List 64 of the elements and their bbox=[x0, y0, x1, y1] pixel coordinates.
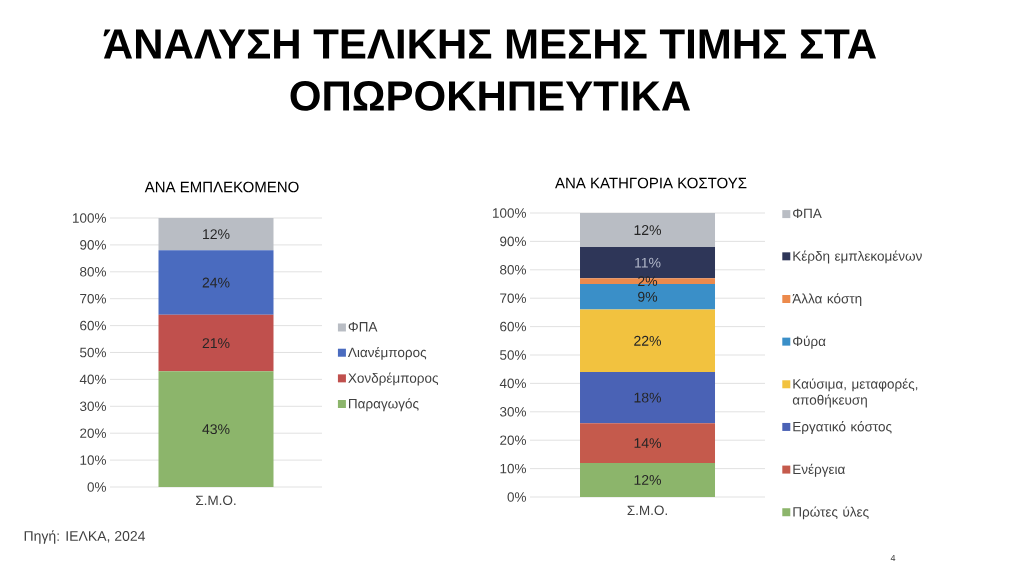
legend-label: Καύσιμα, μεταφορές, αποθήκευση bbox=[792, 378, 918, 408]
y-tick-label: 80% bbox=[500, 265, 526, 275]
legend-label: Ενέργεια bbox=[793, 463, 845, 477]
bar bbox=[580, 309, 716, 373]
y-tick-label: 60% bbox=[500, 321, 526, 332]
data-label: 14% bbox=[634, 438, 662, 448]
legend-label: ΦΠΑ bbox=[348, 322, 378, 332]
data-label: 22% bbox=[634, 335, 662, 346]
y-tick-label: 0% bbox=[87, 482, 106, 492]
y-tick-label: 30% bbox=[79, 401, 106, 412]
legend-label: Λιανέμπορος bbox=[347, 346, 427, 360]
bar bbox=[580, 372, 716, 424]
x-tick-label: Σ.Μ.Ο. bbox=[627, 505, 667, 516]
bar bbox=[158, 371, 274, 487]
legend-label: Άλλα κόστη bbox=[792, 293, 862, 307]
bar bbox=[158, 314, 274, 372]
data-label: 9% bbox=[638, 291, 658, 302]
y-tick-label: 20% bbox=[500, 435, 526, 445]
data-label: 21% bbox=[202, 338, 230, 349]
data-label: 12% bbox=[203, 229, 230, 240]
data-label: 18% bbox=[634, 392, 662, 403]
data-label: 12% bbox=[634, 475, 662, 485]
bar bbox=[158, 218, 274, 251]
data-label: 2% bbox=[638, 276, 658, 287]
y-tick-label: 90% bbox=[80, 240, 106, 250]
bar bbox=[580, 278, 716, 284]
y-tick-label: 50% bbox=[500, 350, 526, 360]
y-tick-label: 30% bbox=[499, 407, 526, 417]
bar bbox=[580, 284, 716, 310]
chart-subtitle: ΑΝΑ ΕΜΠΛΕΚΟΜΕΝΟ bbox=[144, 181, 299, 193]
y-tick-label: 40% bbox=[79, 374, 106, 385]
data-label: 43% bbox=[202, 424, 230, 435]
y-tick-label: 100% bbox=[492, 208, 526, 218]
legend-label: Εργατικό κόστος bbox=[793, 421, 892, 435]
y-tick-label: 10% bbox=[500, 463, 526, 474]
legend-label: ΦΠΑ bbox=[793, 208, 822, 219]
y-tick-label: 20% bbox=[80, 428, 106, 438]
y-tick-label: 70% bbox=[80, 293, 106, 304]
legend-label: Παραγωγός bbox=[349, 398, 419, 412]
text: ΆΝΑΛΥΣΗ ΤΕΛΙΚΗΣ ΜΕΣΗΣ ΤΙΜΗΣ ΣΤΑ ΟΠΩΡΟΚΗΠΕΥΤΙΚΑ bbox=[103, 29, 877, 111]
y-tick-label: 70% bbox=[500, 293, 526, 303]
text: 4 bbox=[890, 554, 896, 562]
legend-label: Χονδρέμπορος bbox=[348, 372, 439, 386]
legend-label: Κέρδη εμπλεκομένων bbox=[793, 250, 922, 264]
bar bbox=[580, 462, 716, 497]
data-label: 11% bbox=[635, 257, 661, 268]
legend-label: Πρώτες ύλες bbox=[793, 506, 869, 520]
bar bbox=[580, 423, 716, 463]
y-tick-label: 50% bbox=[80, 347, 106, 358]
y-tick-label: 90% bbox=[500, 236, 526, 247]
x-tick-label: Σ.Μ.Ο. bbox=[196, 495, 236, 506]
y-tick-label: 40% bbox=[499, 378, 526, 389]
y-tick-label: 60% bbox=[80, 320, 106, 331]
y-tick-label: 100% bbox=[72, 213, 106, 223]
y-tick-label: 80% bbox=[80, 267, 106, 277]
data-label: 24% bbox=[202, 277, 230, 288]
chart-title: ΑΝΑ ΚΑΤΗΓΟΡΙΑ ΚΟΣΤΟΥΣ bbox=[555, 177, 747, 189]
data-label: 12% bbox=[634, 225, 662, 235]
y-tick-label: 0% bbox=[507, 492, 526, 502]
text: Πηγή: ΙΕΛΚΑ, 2024 bbox=[24, 530, 146, 544]
bar bbox=[580, 213, 716, 248]
bar bbox=[158, 250, 274, 315]
y-tick-label: 10% bbox=[80, 455, 106, 465]
legend-label: Φύρα bbox=[793, 335, 826, 349]
